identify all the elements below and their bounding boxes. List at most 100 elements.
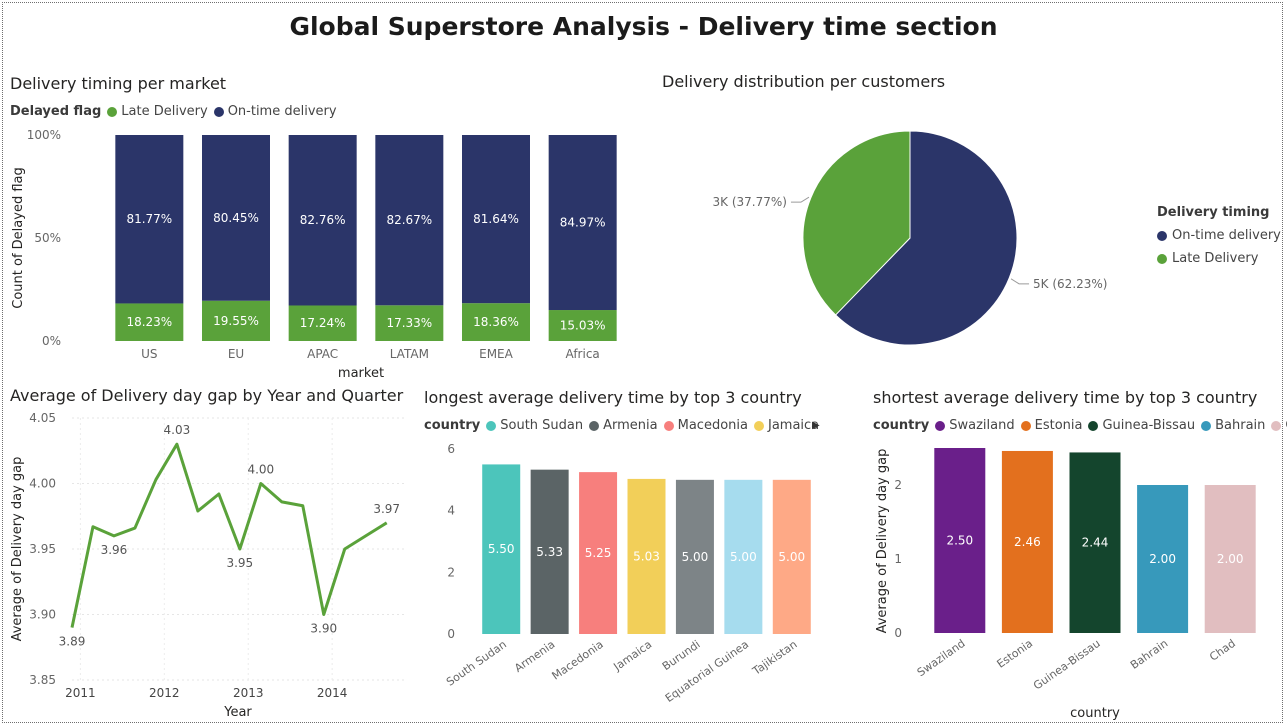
data-label: 4.03 <box>164 423 191 437</box>
stacked-chart-title: Delivery timing per market <box>10 74 227 93</box>
pie-legend-item[interactable]: On-time delivery <box>1157 228 1281 243</box>
data-label: 15.03% <box>560 319 606 333</box>
bar-segment <box>202 300 270 341</box>
data-label: 2.00 <box>1217 552 1244 566</box>
stacked-legend-item[interactable]: On-time delivery <box>213 104 337 119</box>
bar <box>579 472 618 634</box>
longest-legend[interactable]: country South Sudan Armenia Macedonia Jamaic… <box>424 418 825 433</box>
shortest-legend-item[interactable]: Swaziland <box>935 418 1015 433</box>
legend-dot-icon <box>753 420 764 431</box>
stacked-legend[interactable]: Delayed flag Late Delivery On-time deliver… <box>10 104 343 119</box>
legend-dot-icon <box>935 420 946 431</box>
pie-legend-item[interactable]: Late Delivery <box>1157 251 1281 266</box>
x-tick-label: Bahrain <box>1128 637 1170 672</box>
pie-slice <box>802 130 911 316</box>
data-label: 5.25 <box>585 546 612 560</box>
x-tick-label: Chad <box>1207 637 1238 664</box>
x-tick-label: Guinea-Bissau <box>1031 637 1103 693</box>
stacked-legend-title: Delayed flag <box>10 104 102 119</box>
bar <box>724 479 763 634</box>
shortest-legend-item[interactable]: Bahrain <box>1201 418 1265 433</box>
y-tick-label: 2 <box>894 478 902 492</box>
stacked-legend-item[interactable]: Late Delivery <box>107 104 208 119</box>
data-label: 3K (37.77%) <box>713 195 787 209</box>
longest-legend-item[interactable]: Jamaica <box>753 418 820 433</box>
legend-dot-icon <box>486 420 497 431</box>
shortest-legend[interactable]: country Swaziland Estonia Guinea-Bissau Bahr… <box>873 418 1287 433</box>
data-label: 82.76% <box>300 213 346 227</box>
x-tick-label: EU <box>228 347 244 361</box>
legend-dot-icon <box>663 420 674 431</box>
legend-dot-icon <box>1271 420 1282 431</box>
shortest-legend-item[interactable]: Guinea-Bissau <box>1088 418 1195 433</box>
data-label: 4.00 <box>247 463 274 477</box>
shortest-chart-title: shortest average delivery time by top 3 … <box>873 388 1258 407</box>
line-chart-title: Average of Delivery day gap by Year and … <box>10 386 404 405</box>
x-tick-label: 2014 <box>317 686 348 700</box>
pie-legend-label: On-time delivery <box>1172 228 1281 243</box>
shortest-legend-label: Bahrain <box>1215 418 1266 433</box>
x-tick-label: 2013 <box>233 686 264 700</box>
y-tick-label: 6 <box>447 442 455 456</box>
longest-legend-label: Macedonia <box>677 418 748 433</box>
bar-segment <box>375 305 444 341</box>
longest-legend-item[interactable]: Macedonia <box>663 418 748 433</box>
leader-line <box>790 196 810 203</box>
y-tick-label: 0 <box>447 627 455 641</box>
bar-segment <box>375 135 444 306</box>
y-tick-label: 50% <box>34 231 61 245</box>
bar <box>627 478 666 634</box>
x-tick-label: LATAM <box>390 347 429 361</box>
data-label: 84.97% <box>560 216 606 230</box>
legend-dot-icon <box>1020 420 1031 431</box>
data-label: 18.23% <box>126 315 172 329</box>
bar-segment <box>115 303 184 341</box>
longest-legend-item[interactable]: South Sudan <box>486 418 583 433</box>
x-axis-title: market <box>338 366 384 381</box>
x-tick-label: Africa <box>566 347 600 361</box>
y-tick-label: 3.85 <box>29 673 56 687</box>
y-tick-label: 100% <box>27 128 61 142</box>
y-tick-label: 3.90 <box>29 608 56 622</box>
x-tick-label: 2011 <box>65 686 96 700</box>
data-label: 2.50 <box>946 534 973 548</box>
bar-segment <box>115 135 184 304</box>
y-tick-label: 3.95 <box>29 542 56 556</box>
x-tick-label: 2012 <box>149 686 180 700</box>
longest-legend-title: country <box>424 418 481 433</box>
bar-segment <box>462 303 530 341</box>
data-label: 5.33 <box>536 545 563 559</box>
shortest-legend-item[interactable]: Chad <box>1271 418 1287 433</box>
y-tick-label: 0% <box>42 334 61 348</box>
data-label: 3.90 <box>310 622 337 636</box>
bar-segment <box>548 310 617 341</box>
longest-legend-label: Armenia <box>603 418 658 433</box>
pie-legend-title: Delivery timing <box>1157 205 1270 220</box>
longest-legend-item[interactable]: Armenia <box>589 418 658 433</box>
x-tick-label: Swaziland <box>915 637 968 679</box>
longest-legend-label: Jamaica <box>767 418 820 433</box>
bar <box>530 469 569 634</box>
bar <box>772 479 811 634</box>
bar <box>1069 452 1121 633</box>
pie-legend[interactable]: Delivery timing On-time delivery Late Deli… <box>1157 205 1281 274</box>
bar <box>1137 485 1189 633</box>
data-label: 5.00 <box>778 550 805 564</box>
data-label: 5.03 <box>633 549 660 563</box>
shortest-legend-label: Swaziland <box>949 418 1015 433</box>
shortest-legend-title: country <box>873 418 930 433</box>
legend-next-arrow-icon[interactable]: ▶ <box>812 420 820 431</box>
bar <box>1001 450 1053 633</box>
data-label: 2.00 <box>1149 552 1176 566</box>
x-axis-title: Year <box>223 705 252 720</box>
data-label: 82.67% <box>386 213 432 227</box>
shortest-legend-label: Chad <box>1285 418 1287 433</box>
legend-dot-icon <box>1088 420 1099 431</box>
shortest-legend-item[interactable]: Estonia <box>1020 418 1082 433</box>
